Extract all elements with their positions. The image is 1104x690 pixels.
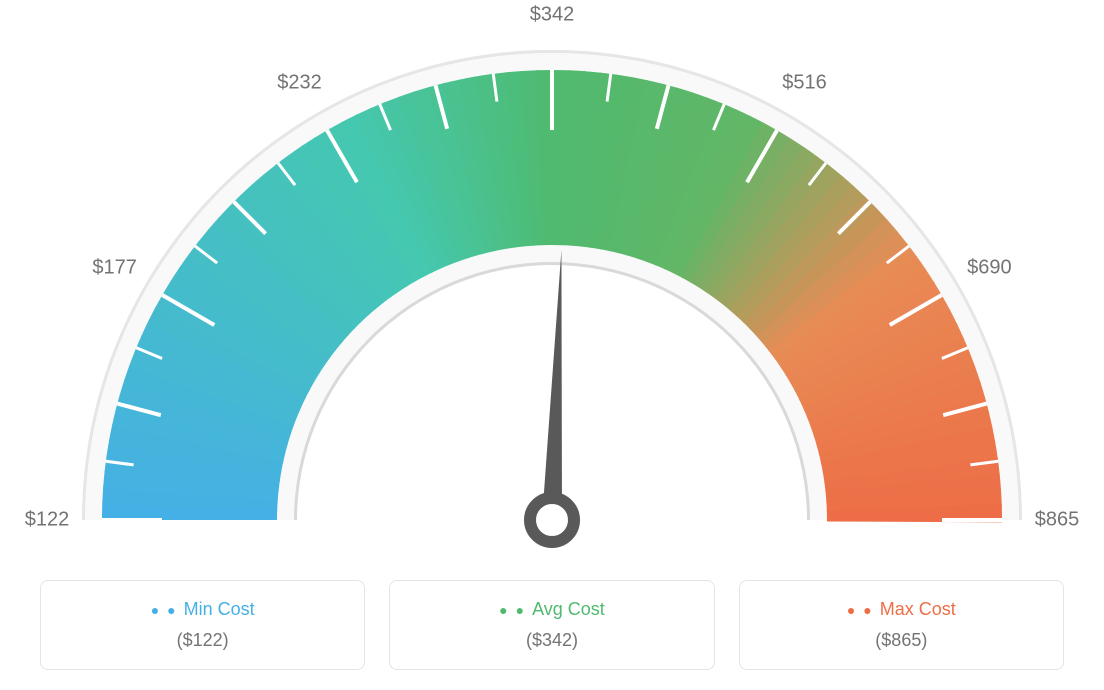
gauge-tick-label: $177 [92,256,137,279]
gauge-tick-label: $342 [530,4,575,27]
gauge-chart: $122 $177 $232 $342 $516 $690 $865 [0,0,1104,560]
legend-label-avg: ● Avg Cost [499,599,605,620]
gauge-tick-label: $122 [25,509,70,532]
gauge-tick-label: $232 [277,71,322,94]
gauge-tick-label: $690 [967,256,1012,279]
legend-card-avg: ● Avg Cost ($342) [389,580,714,670]
gauge-tick-label: $865 [1035,509,1080,532]
legend-row: ● Min Cost ($122) ● Avg Cost ($342) ● Ma… [40,580,1064,670]
legend-value-min: ($122) [61,630,344,651]
legend-value-max: ($865) [760,630,1043,651]
legend-card-max: ● Max Cost ($865) [739,580,1064,670]
legend-label-min: ● Min Cost [151,599,255,620]
legend-card-min: ● Min Cost ($122) [40,580,365,670]
legend-value-avg: ($342) [410,630,693,651]
gauge-tick-label: $516 [782,71,827,94]
legend-label-max: ● Max Cost [847,599,956,620]
gauge-svg [0,0,1104,560]
